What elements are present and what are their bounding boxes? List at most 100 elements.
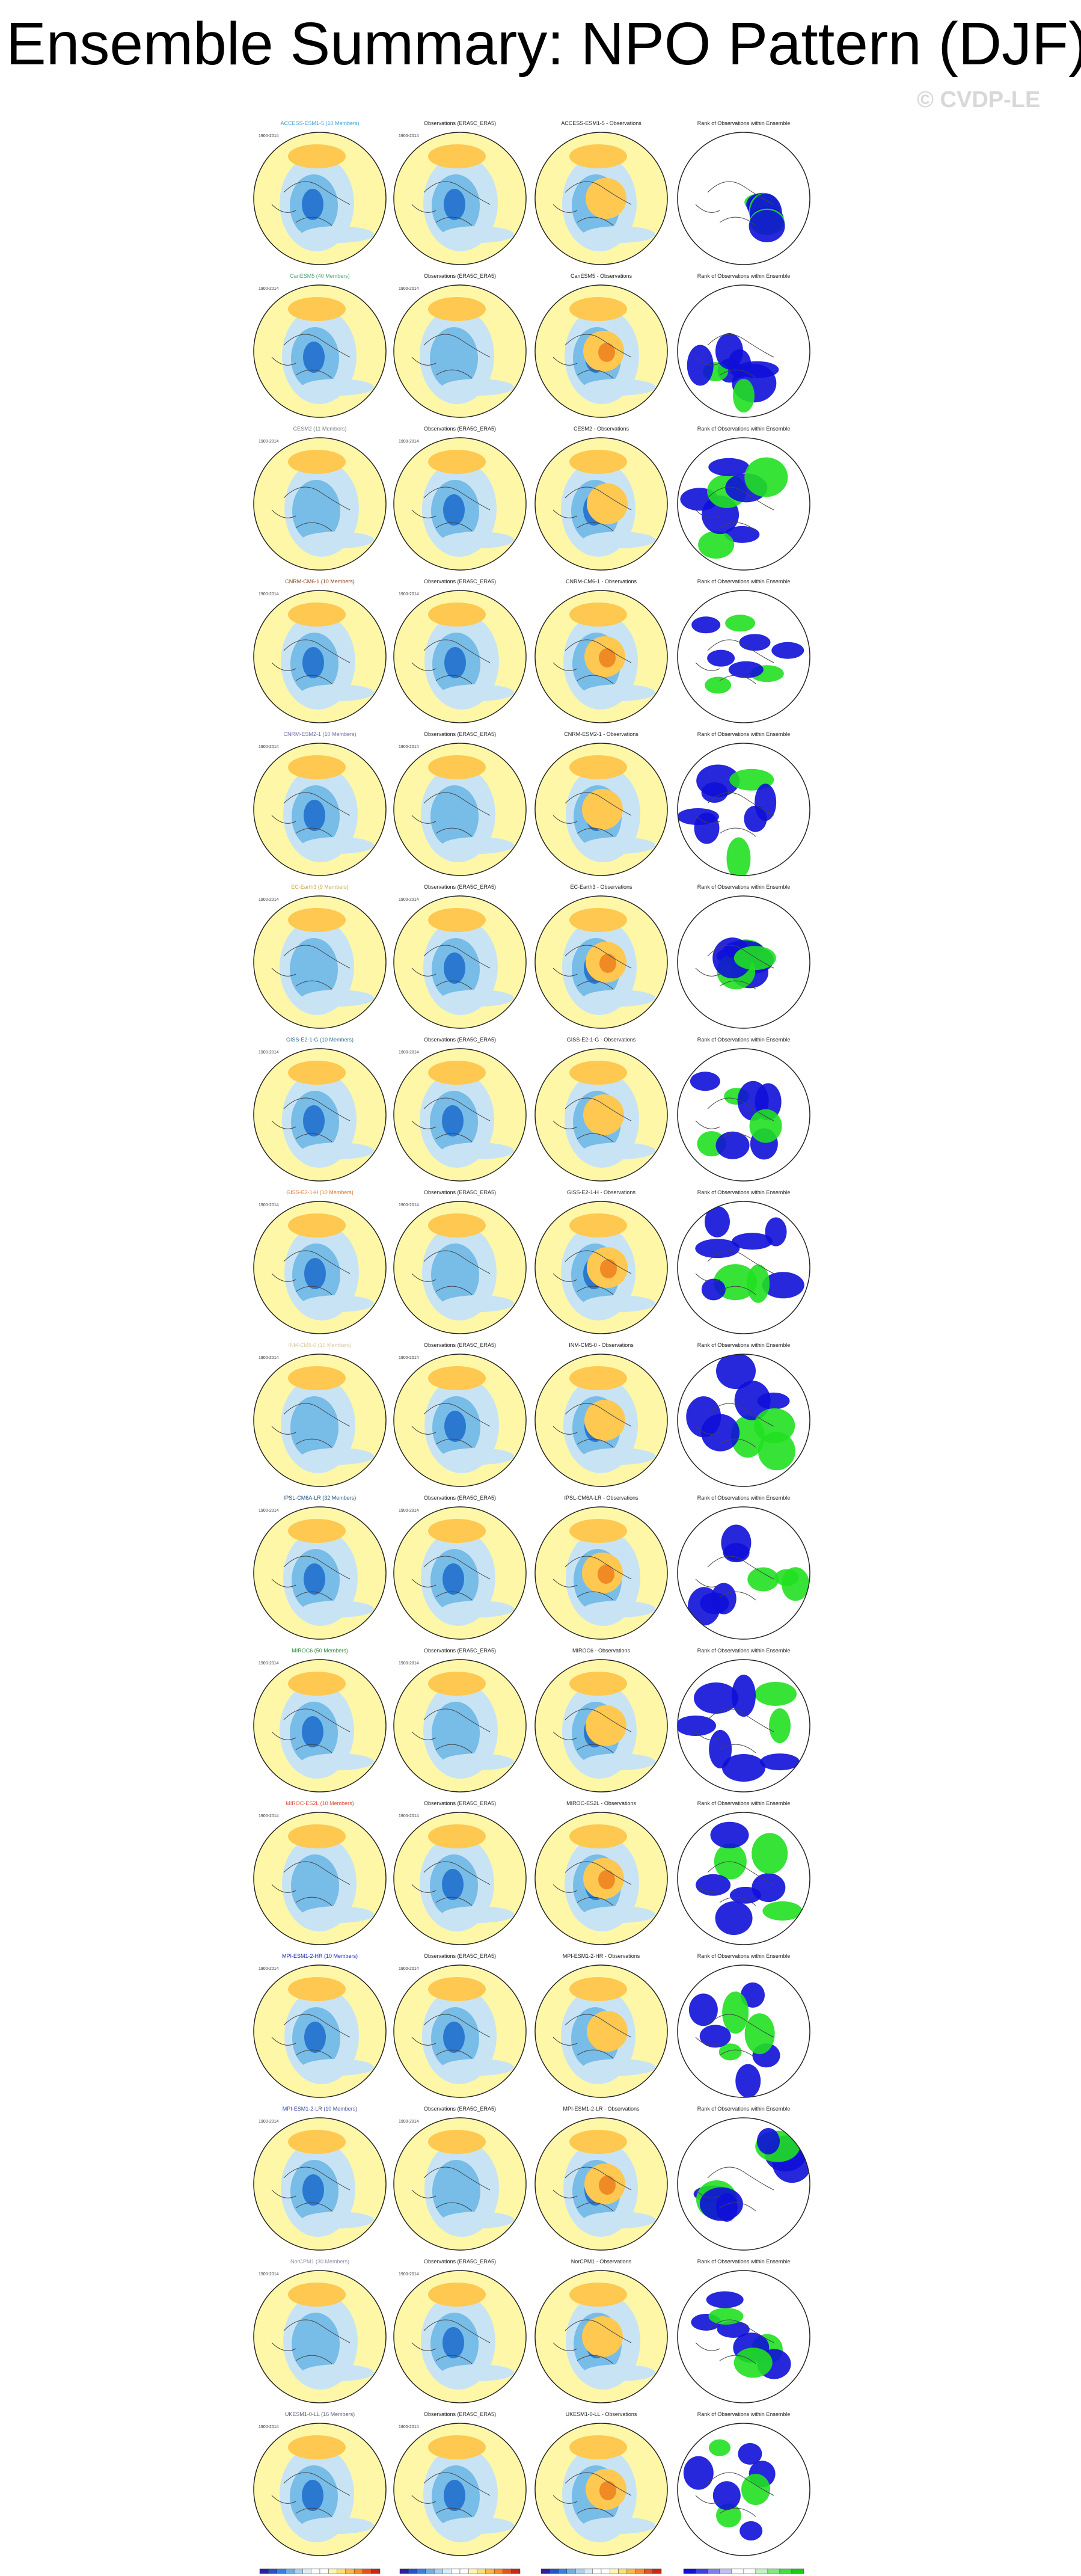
- rank-title: Rank of Observations within Ensemble: [697, 1342, 791, 1348]
- obs-title: Observations (ERA5C_ERA5): [424, 1189, 496, 1195]
- rank-title: Rank of Observations within Ensemble: [697, 578, 791, 584]
- obs-panel: [393, 1812, 527, 1945]
- rank-panel: [677, 895, 810, 1029]
- rank-panel: [677, 1812, 810, 1945]
- rank-title: Rank of Observations within Ensemble: [697, 1495, 791, 1501]
- obs-title: Observations (ERA5C_ERA5): [424, 1953, 496, 1959]
- model-panel: [253, 895, 387, 1029]
- model-title: IPSL-CM6A-LR (32 Members): [284, 1495, 357, 1501]
- model-panel: [253, 284, 387, 418]
- years-label: 1900-2014: [399, 745, 419, 749]
- model-title: CESM2 (11 Members): [293, 426, 347, 432]
- page-title: Ensemble Summary: NPO Pattern (DJF): [6, 10, 1081, 78]
- obs-title: Observations (ERA5C_ERA5): [424, 1037, 496, 1043]
- colorbar: -7 -6 -5 -4 -3 -2 -1 0 1 2 3 4 5 6 7hPa: [399, 2568, 521, 2576]
- model-title: NorCPM1 (30 Members): [290, 2259, 349, 2265]
- obs-title: Observations (ERA5C_ERA5): [424, 578, 496, 584]
- colorbar: -7 -6 -5 -4 -3 -2 -1 0 1 2 3 4 5 6 7hPa: [540, 2568, 662, 2576]
- diff-panel: [534, 743, 668, 876]
- diff-panel: [534, 1812, 668, 1945]
- rank-panel: [677, 743, 810, 876]
- model-title: GISS-E2-1-G (10 Members): [286, 1037, 354, 1043]
- model-title: MPI-ESM1-2-HR (10 Members): [282, 1953, 358, 1959]
- obs-title: Observations (ERA5C_ERA5): [424, 1342, 496, 1348]
- model-title: ACCESS-ESM1-5 (10 Members): [280, 120, 359, 126]
- model-panel: [253, 1964, 387, 2098]
- diff-panel: [534, 2117, 668, 2251]
- years-label: 1900-2014: [259, 1814, 279, 1818]
- years-label: 1900-2014: [399, 2120, 419, 2124]
- diff-title: NorCPM1 - Observations: [571, 2259, 632, 2265]
- diff-title: ACCESS-ESM1-5 - Observations: [561, 120, 642, 126]
- diff-title: MIROC6 - Observations: [572, 1648, 631, 1654]
- diff-panel: [534, 895, 668, 1029]
- model-title: INM-CM5-0 (10 Members): [288, 1342, 351, 1348]
- rank-title: Rank of Observations within Ensemble: [697, 273, 791, 279]
- diff-panel: [534, 590, 668, 723]
- rank-panel: [677, 2270, 810, 2403]
- colorbar: -7 -6 -5 -4 -3 -2 -1 0 1 2 3 4 5 6 7hPa: [259, 2568, 381, 2576]
- diff-title: MIROC-ES2L - Observations: [566, 1800, 636, 1806]
- years-label: 1900-2014: [259, 745, 279, 749]
- rank-title: Rank of Observations within Ensemble: [697, 1800, 791, 1806]
- years-label: 1900-2014: [259, 2425, 279, 2429]
- years-label: 1900-2014: [399, 898, 419, 902]
- diff-title: IPSL-CM6A-LR - Observations: [564, 1495, 638, 1501]
- years-label: 1900-2014: [399, 2425, 419, 2429]
- years-label: 1900-2014: [399, 1509, 419, 1513]
- obs-panel: [393, 2117, 527, 2251]
- model-title: GISS-E2-1-H (10 Members): [286, 1189, 354, 1195]
- model-panel: [253, 1506, 387, 1640]
- diff-panel: [534, 437, 668, 571]
- model-title: CanESM5 (40 Members): [290, 273, 350, 279]
- obs-title: Observations (ERA5C_ERA5): [424, 120, 496, 126]
- model-panel: [253, 1659, 387, 1792]
- years-label: 1900-2014: [399, 440, 419, 444]
- model-title: CNRM-ESM2-1 (10 Members): [283, 731, 356, 737]
- years-label: 1900-2014: [259, 1661, 279, 1666]
- obs-title: Observations (ERA5C_ERA5): [424, 273, 496, 279]
- obs-title: Observations (ERA5C_ERA5): [424, 426, 496, 432]
- years-label: 1900-2014: [399, 134, 419, 138]
- obs-panel: [393, 895, 527, 1029]
- rank-title: Rank of Observations within Ensemble: [697, 2259, 791, 2265]
- diff-title: MPI-ESM1-2-LR - Observations: [563, 2106, 640, 2112]
- model-title: UKESM1-0-LL (16 Members): [285, 2411, 355, 2417]
- obs-title: Observations (ERA5C_ERA5): [424, 731, 496, 737]
- diff-panel: [534, 1659, 668, 1792]
- diff-title: GISS-E2-1-H - Observations: [567, 1189, 636, 1195]
- rank-title: Rank of Observations within Ensemble: [697, 731, 791, 737]
- diff-title: UKESM1-0-LL - Observations: [566, 2411, 637, 2417]
- years-label: 1900-2014: [259, 592, 279, 596]
- obs-panel: [393, 132, 527, 265]
- diff-panel: [534, 1354, 668, 1487]
- obs-panel: [393, 1506, 527, 1640]
- obs-title: Observations (ERA5C_ERA5): [424, 884, 496, 890]
- model-panel: [253, 1812, 387, 1945]
- obs-title: Observations (ERA5C_ERA5): [424, 2259, 496, 2265]
- obs-panel: [393, 1048, 527, 1182]
- model-panel: [253, 2423, 387, 2556]
- years-label: 1900-2014: [399, 287, 419, 291]
- model-panel: [253, 590, 387, 723]
- years-label: 1900-2014: [399, 1967, 419, 1971]
- years-label: 1900-2014: [399, 1050, 419, 1055]
- rank-panel: [677, 1048, 810, 1182]
- model-title: MIROC-ES2L (10 Members): [286, 1800, 354, 1806]
- model-panel: [253, 2117, 387, 2251]
- obs-panel: [393, 2270, 527, 2403]
- rank-panel: [677, 1659, 810, 1792]
- model-panel: [253, 2270, 387, 2403]
- model-panel: [253, 1201, 387, 1334]
- years-label: 1900-2014: [399, 1203, 419, 1207]
- diff-panel: [534, 1964, 668, 2098]
- years-label: 1900-2014: [259, 898, 279, 902]
- years-label: 1900-2014: [259, 1203, 279, 1207]
- obs-panel: [393, 437, 527, 571]
- rank-title: Rank of Observations within Ensemble: [697, 884, 791, 890]
- diff-panel: [534, 1201, 668, 1334]
- obs-title: Observations (ERA5C_ERA5): [424, 1800, 496, 1806]
- model-panel: [253, 1048, 387, 1182]
- years-label: 1900-2014: [399, 1661, 419, 1666]
- rank-title: Rank of Observations within Ensemble: [697, 1037, 791, 1043]
